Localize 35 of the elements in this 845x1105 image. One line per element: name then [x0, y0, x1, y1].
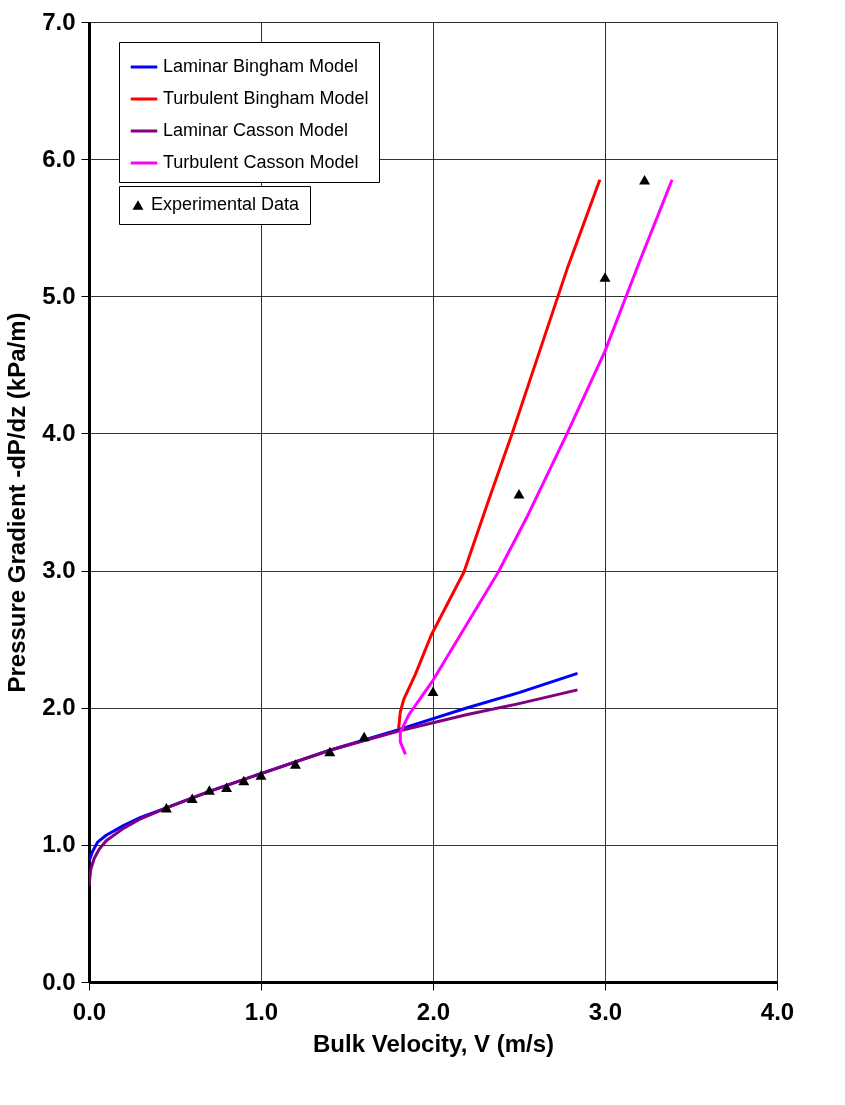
point: [324, 746, 336, 757]
point: [160, 803, 172, 813]
x-tick-label: 1.0: [244, 997, 279, 1025]
x-tick-label: 4.0: [760, 997, 795, 1025]
point: [599, 272, 611, 282]
y-tick-label: 7.0: [42, 7, 76, 35]
y-tick-label: 4.0: [42, 418, 76, 446]
y-tick-label: 2.0: [42, 693, 76, 721]
y-tick-label: 3.0: [42, 556, 76, 584]
x-tick-label: 2.0: [416, 997, 451, 1025]
y-axis-title: Pressure Gradient -dP/dz (kPa/m): [3, 312, 31, 693]
y-tick-label: 1.0: [42, 830, 76, 858]
line-series: [397, 178, 602, 730]
y-tick-label: 0.0: [42, 967, 76, 995]
legend-label: Turbulent Bingham Model: [163, 88, 369, 108]
y-tick-label: 5.0: [42, 281, 76, 309]
x-tick-label: 3.0: [588, 997, 623, 1025]
point: [289, 759, 301, 769]
point: [427, 686, 439, 696]
point: [186, 793, 198, 803]
point: [358, 731, 370, 742]
legend-label: Laminar Bingham Model: [163, 56, 359, 76]
line-series: [398, 178, 674, 756]
point: [221, 782, 233, 792]
point: [203, 785, 215, 795]
point: [513, 489, 525, 499]
x-tick-label: 0.0: [72, 997, 107, 1025]
legend-label: Laminar Casson Model: [163, 120, 349, 140]
x-axis-title: Bulk Velocity, V (m/s): [313, 1029, 554, 1057]
point: [238, 775, 250, 786]
y-tick-label: 6.0: [42, 144, 76, 172]
legend-label: Turbulent Casson Model: [163, 152, 359, 172]
legend-label: Experimental Data: [151, 194, 301, 214]
point: [255, 770, 267, 780]
line-series: [89, 688, 579, 888]
